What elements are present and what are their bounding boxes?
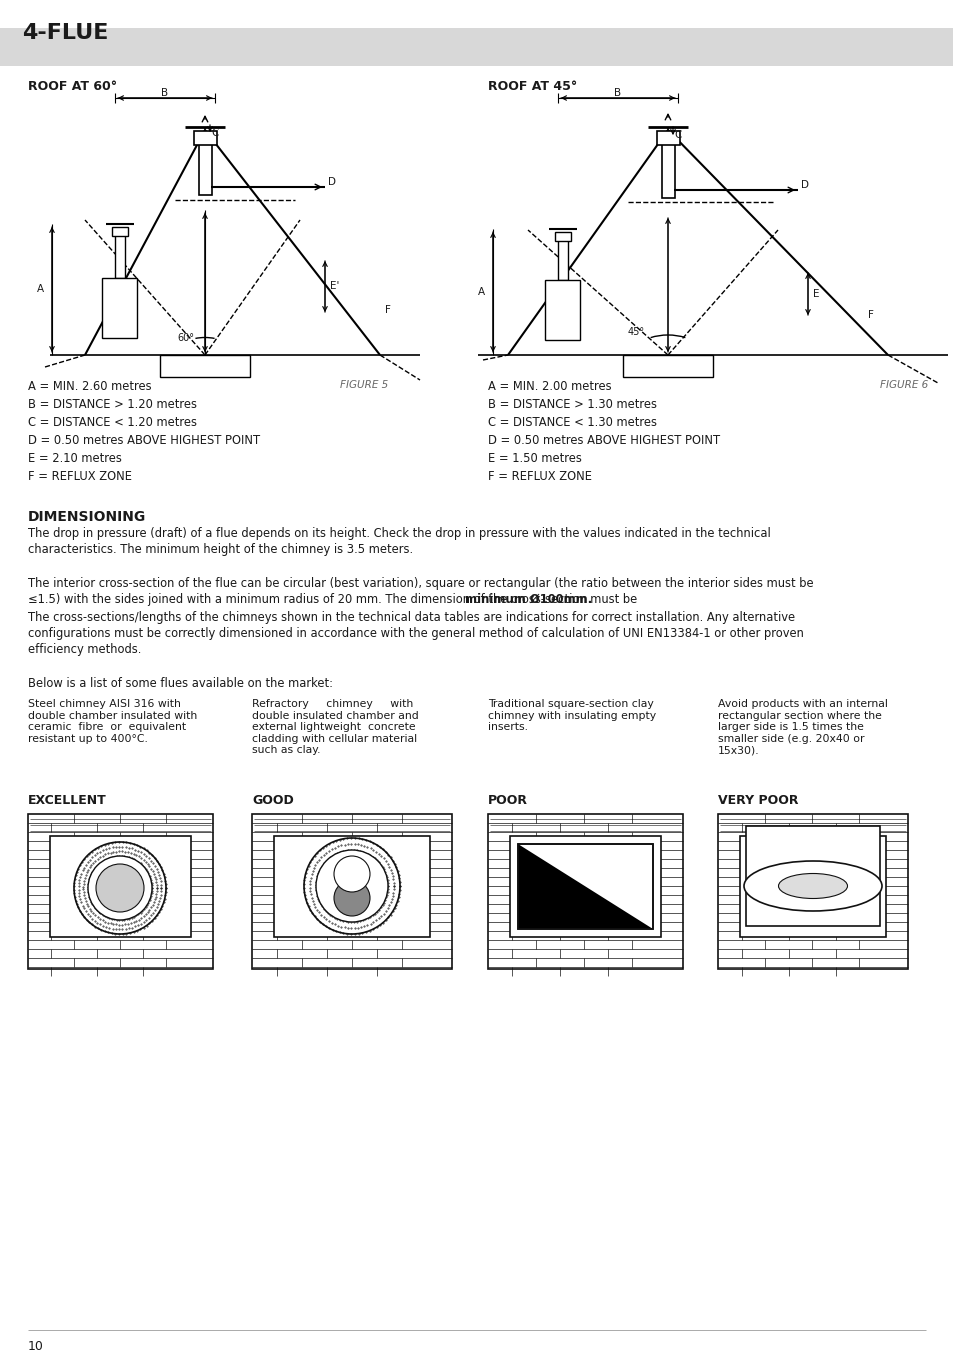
Bar xyxy=(510,835,660,937)
Ellipse shape xyxy=(778,873,846,899)
Text: EXCELLENT: EXCELLENT xyxy=(28,793,107,807)
Text: A = MIN. 2.60 metres: A = MIN. 2.60 metres xyxy=(28,380,152,393)
Text: FIGURE 6: FIGURE 6 xyxy=(879,380,927,390)
Text: E = 2.10 metres: E = 2.10 metres xyxy=(28,452,122,464)
Text: B = DISTANCE > 1.30 metres: B = DISTANCE > 1.30 metres xyxy=(488,398,657,412)
Bar xyxy=(718,814,907,969)
Text: D: D xyxy=(328,177,335,187)
Text: B: B xyxy=(614,88,621,97)
Circle shape xyxy=(88,856,152,919)
Bar xyxy=(112,227,128,236)
Text: 60°: 60° xyxy=(177,333,193,343)
Bar xyxy=(622,355,712,376)
Text: Below is a list of some flues available on the market:: Below is a list of some flues available … xyxy=(28,677,333,691)
Circle shape xyxy=(96,864,144,913)
Text: FIGURE 5: FIGURE 5 xyxy=(339,380,388,390)
Text: C: C xyxy=(211,129,218,138)
Text: DIMENSIONING: DIMENSIONING xyxy=(28,510,146,524)
Bar xyxy=(555,232,571,241)
Text: minimum Ø100mm.: minimum Ø100mm. xyxy=(464,593,592,607)
Text: 4-FLUE: 4-FLUE xyxy=(22,23,109,43)
Text: The drop in pressure (draft) of a flue depends on its height. Check the drop in : The drop in pressure (draft) of a flue d… xyxy=(28,527,770,540)
Bar xyxy=(102,278,137,338)
Bar xyxy=(745,826,879,926)
Bar xyxy=(558,240,567,280)
Text: Traditional square-section clay
chimney with insulating empty
inserts.: Traditional square-section clay chimney … xyxy=(488,699,656,733)
Bar xyxy=(740,835,885,937)
Text: A: A xyxy=(36,284,44,294)
Bar xyxy=(274,835,430,937)
Text: E': E' xyxy=(330,282,339,291)
Bar xyxy=(50,835,191,937)
Text: A = MIN. 2.00 metres: A = MIN. 2.00 metres xyxy=(488,380,611,393)
Text: Steel chimney AISI 316 with
double chamber insulated with
ceramic  fibre  or  eq: Steel chimney AISI 316 with double chamb… xyxy=(28,699,197,743)
Text: E: E xyxy=(812,288,819,299)
Text: D: D xyxy=(801,180,808,190)
Text: ROOF AT 60°: ROOF AT 60° xyxy=(28,80,117,93)
Bar xyxy=(517,844,652,929)
Bar xyxy=(657,131,679,145)
Text: The cross-sections/lengths of the chimneys shown in the technical data tables ar: The cross-sections/lengths of the chimne… xyxy=(28,611,794,624)
Text: 45°: 45° xyxy=(627,328,644,337)
Text: C = DISTANCE < 1.20 metres: C = DISTANCE < 1.20 metres xyxy=(28,416,196,429)
Text: The interior cross-section of the flue can be circular (best variation), square : The interior cross-section of the flue c… xyxy=(28,577,813,590)
Text: D = 0.50 metres ABOVE HIGHEST POINT: D = 0.50 metres ABOVE HIGHEST POINT xyxy=(488,435,720,447)
Bar xyxy=(661,144,675,198)
Text: configurations must be correctly dimensioned in accordance with the general meth: configurations must be correctly dimensi… xyxy=(28,627,803,640)
Text: A: A xyxy=(476,287,484,297)
Text: ≤1.5) with the sides joined with a minimum radius of 20 mm. The dimension of the: ≤1.5) with the sides joined with a minim… xyxy=(28,593,640,607)
Bar xyxy=(252,814,452,969)
Bar xyxy=(0,28,953,66)
Bar xyxy=(115,236,125,278)
Text: POOR: POOR xyxy=(488,793,527,807)
Text: B: B xyxy=(161,88,169,97)
Text: B = DISTANCE > 1.20 metres: B = DISTANCE > 1.20 metres xyxy=(28,398,196,412)
Circle shape xyxy=(334,880,370,917)
Text: Avoid products with an internal
rectangular section where the
larger side is 1.5: Avoid products with an internal rectangu… xyxy=(718,699,887,756)
Text: 10: 10 xyxy=(28,1340,44,1353)
Circle shape xyxy=(315,850,388,922)
Circle shape xyxy=(74,842,166,934)
Text: F = REFLUX ZONE: F = REFLUX ZONE xyxy=(488,470,592,483)
Text: efficiency methods.: efficiency methods. xyxy=(28,643,141,655)
Ellipse shape xyxy=(743,861,882,911)
Text: C: C xyxy=(673,130,680,139)
Text: F: F xyxy=(867,310,873,320)
Circle shape xyxy=(334,856,370,892)
Text: ROOF AT 45°: ROOF AT 45° xyxy=(488,80,577,93)
Bar xyxy=(160,355,250,376)
Bar xyxy=(193,131,216,145)
Text: VERY POOR: VERY POOR xyxy=(718,793,798,807)
Text: D = 0.50 metres ABOVE HIGHEST POINT: D = 0.50 metres ABOVE HIGHEST POINT xyxy=(28,435,260,447)
Text: characteristics. The minimum height of the chimney is 3.5 meters.: characteristics. The minimum height of t… xyxy=(28,543,413,556)
Bar xyxy=(544,280,579,340)
Text: GOOD: GOOD xyxy=(252,793,294,807)
Text: F = REFLUX ZONE: F = REFLUX ZONE xyxy=(28,470,132,483)
Text: E = 1.50 metres: E = 1.50 metres xyxy=(488,452,581,464)
Text: Refractory     chimney     with
double insulated chamber and
external lightweigh: Refractory chimney with double insulated… xyxy=(252,699,418,756)
Polygon shape xyxy=(517,844,652,929)
Bar xyxy=(517,844,652,929)
Bar xyxy=(28,814,213,969)
Text: C = DISTANCE < 1.30 metres: C = DISTANCE < 1.30 metres xyxy=(488,416,657,429)
Bar xyxy=(488,814,682,969)
Bar xyxy=(199,144,212,195)
Text: F: F xyxy=(385,305,391,315)
